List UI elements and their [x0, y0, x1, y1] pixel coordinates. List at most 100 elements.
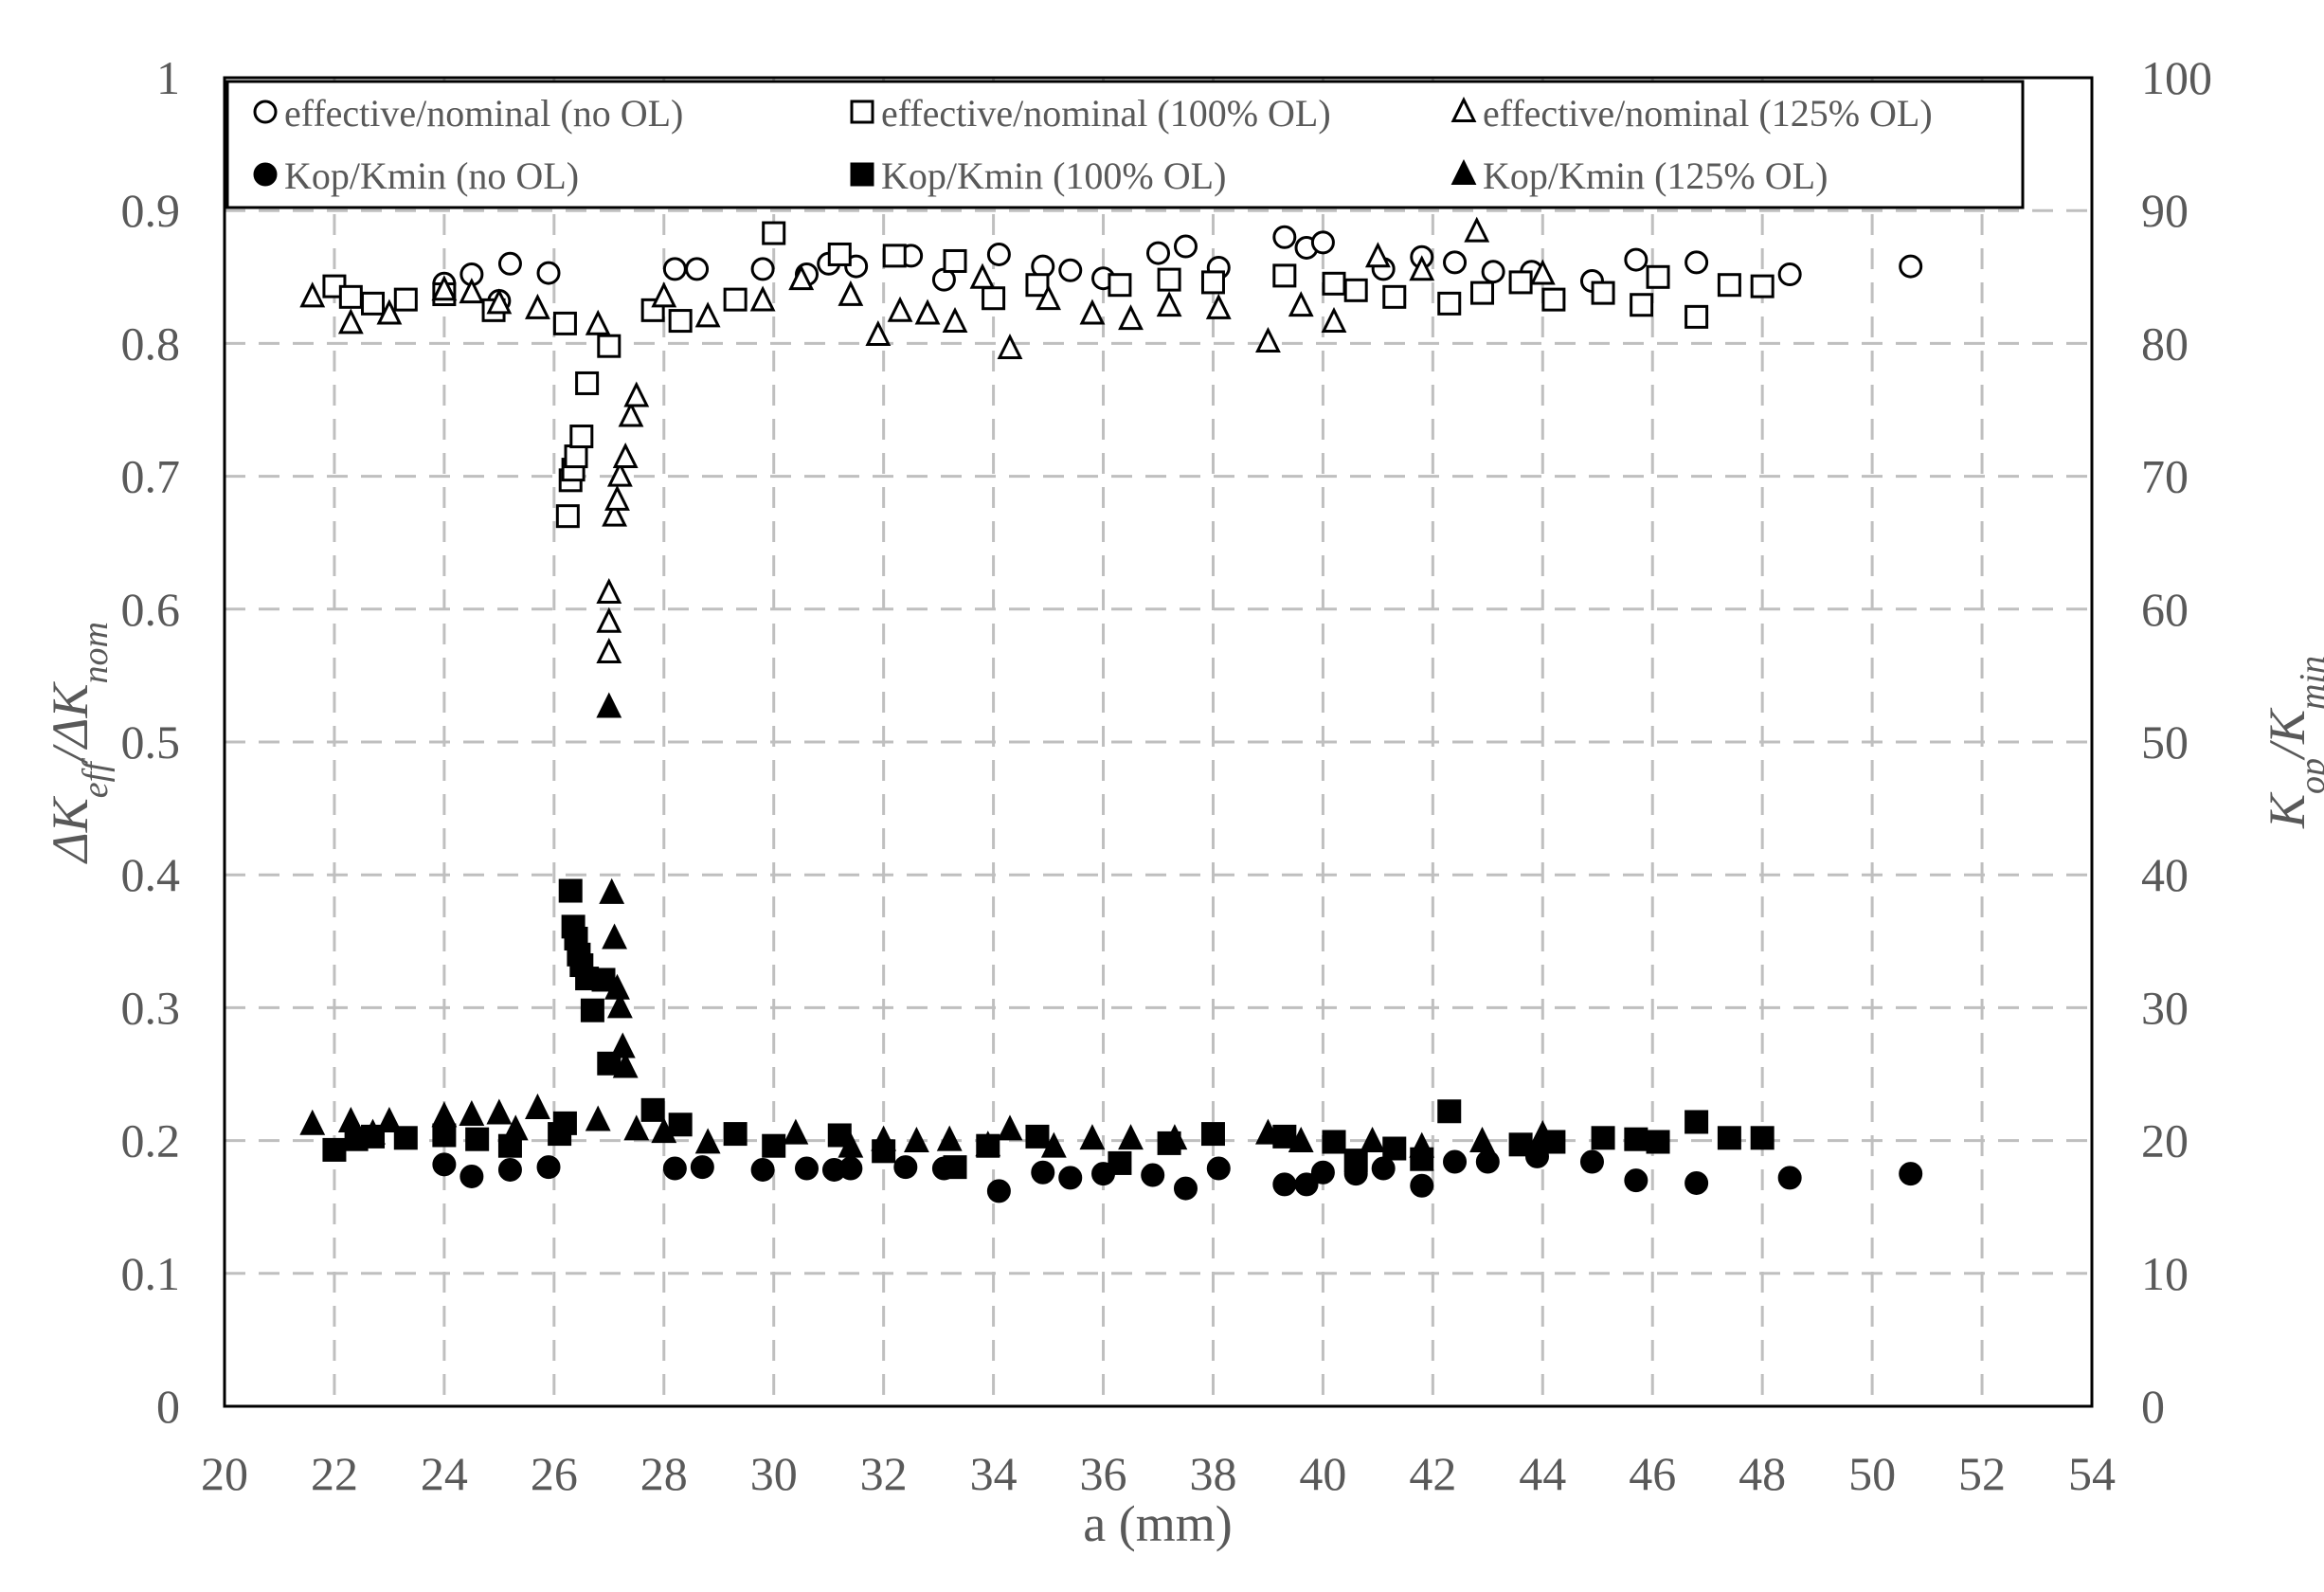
effective-nominal-triangle-point: [337, 308, 364, 335]
effective-nominal-square-point: [555, 504, 580, 529]
kop-kmin-circle-point: [1684, 1170, 1709, 1195]
x-tick-label: 50: [1848, 1447, 1896, 1500]
effective-nominal-triangle-point: [596, 638, 622, 664]
effective-nominal-circle-point: [1899, 254, 1923, 279]
effective-nominal-triangle-point: [604, 484, 630, 511]
effective-nominal-triangle-point: [596, 577, 622, 604]
y-left-tick-label: 0.3: [121, 981, 181, 1034]
kop-kmin-square-point: [1624, 1127, 1648, 1151]
effective-nominal-circle-point: [1777, 262, 1802, 286]
x-tick-label: 36: [1080, 1447, 1127, 1500]
x-tick-label: 54: [2068, 1447, 2116, 1500]
y-right-tick-label: 40: [2141, 848, 2189, 901]
effective-nominal-triangle-point: [606, 461, 633, 487]
effective-nominal-circle-point: [1146, 241, 1170, 265]
x-tick-label: 28: [640, 1447, 688, 1500]
y-right-tick-label: 70: [2141, 450, 2189, 503]
effective-nominal-triangle-point: [299, 281, 326, 308]
y-axis-left-label: ΔKeff/ΔKnom: [42, 622, 116, 864]
kop-kmin-circle-point: [1443, 1149, 1468, 1174]
kop-kmin-triangle-point: [1040, 1131, 1067, 1158]
kop-kmin-triangle-point: [337, 1106, 364, 1132]
effective-nominal-triangle-point: [602, 500, 628, 527]
effective-nominal-circle-point: [1058, 258, 1083, 282]
legend-marker-square: [850, 100, 874, 124]
y-left-tick-label: 1: [156, 51, 180, 104]
y-right-tick-label: 20: [2141, 1114, 2189, 1167]
effective-nominal-square-point: [597, 334, 622, 358]
kop-kmin-circle-point: [1031, 1160, 1055, 1185]
kop-kmin-circle-point: [1475, 1149, 1500, 1174]
kop-kmin-circle-point: [536, 1155, 561, 1180]
kop-kmin-square-point: [1591, 1126, 1615, 1150]
effective-nominal-square-point: [1025, 273, 1050, 298]
effective-nominal-triangle-point: [694, 301, 721, 328]
effective-nominal-square-point: [1437, 291, 1462, 316]
legend-item: Kop/Kmin (100% OL): [850, 154, 1226, 197]
effective-nominal-circle-point: [662, 257, 687, 281]
axis-ticks: 20 22 24 26 28 30 32 34 36 38 40 42 44 46 48 50 52 54 0 0.1…: [121, 51, 2213, 1500]
effective-nominal-square-point: [1470, 280, 1495, 305]
kop-kmin-square-point: [762, 1133, 786, 1158]
kop-kmin-square-point: [591, 968, 616, 992]
effective-nominal-square-point: [1591, 280, 1615, 305]
y-left-tick-label: 0.1: [121, 1247, 181, 1300]
effective-nominal-triangle-point: [1529, 259, 1556, 285]
effective-nominal-triangle-point: [618, 401, 644, 427]
effective-nominal-triangle-point: [838, 280, 864, 306]
kop-kmin-square-point: [465, 1127, 490, 1151]
series-5: [299, 692, 1556, 1158]
legend-item: effective/nominal (no OL): [253, 92, 683, 135]
kop-kmin-circle-point: [1624, 1168, 1648, 1193]
x-tick-label: 48: [1738, 1447, 1786, 1500]
legend-item: effective/nominal (100% OL): [850, 92, 1331, 135]
effective-nominal-square-point: [762, 221, 786, 245]
x-tick-label: 52: [1958, 1447, 2006, 1500]
effective-nominal-triangle-point: [914, 298, 941, 325]
kop-kmin-circle-point: [794, 1156, 819, 1181]
legend-marker-circle: [253, 162, 278, 187]
y-left-tick-label: 0.5: [121, 715, 181, 769]
effective-nominal-circle-point: [497, 251, 522, 276]
effective-nominal-triangle-point: [1321, 306, 1347, 333]
data-points: [299, 216, 1923, 1203]
effective-nominal-triangle-point: [585, 309, 611, 335]
kop-kmin-square-point: [1717, 1126, 1741, 1150]
series-4: [322, 878, 1775, 1180]
kop-kmin-circle-point: [1777, 1166, 1802, 1190]
effective-nominal-triangle-point: [1288, 291, 1314, 317]
kop-kmin-circle-point: [1579, 1149, 1604, 1174]
effective-nominal-square-point: [1630, 293, 1654, 317]
effective-nominal-square-point: [1382, 284, 1407, 309]
effective-nominal-triangle-point: [1464, 216, 1490, 243]
effective-nominal-triangle-point: [788, 264, 815, 291]
kop-kmin-square-point: [1437, 1099, 1462, 1124]
kop-kmin-square-point: [640, 1097, 665, 1122]
kop-kmin-circle-point: [690, 1155, 714, 1180]
legend-item: Kop/Kmin (no OL): [253, 154, 579, 197]
effective-nominal-circle-point: [986, 242, 1011, 266]
x-tick-label: 34: [970, 1447, 1018, 1500]
kop-kmin-triangle-point: [502, 1114, 529, 1141]
kop-kmin-circle-point: [1173, 1176, 1198, 1201]
kop-kmin-triangle-point: [606, 992, 633, 1019]
effective-nominal-square-point: [1272, 263, 1297, 288]
effective-nominal-triangle-point: [1255, 326, 1281, 353]
kop-kmin-triangle-point: [838, 1131, 864, 1158]
effective-nominal-square-point: [723, 287, 748, 312]
effective-nominal-square-point: [1646, 264, 1670, 289]
kop-kmin-triangle-point: [486, 1098, 513, 1125]
kop-kmin-square-point: [393, 1126, 418, 1150]
effective-nominal-triangle-point: [1036, 284, 1061, 311]
y-right-tick-label: 30: [2141, 981, 2189, 1034]
effective-nominal-square-point: [882, 244, 907, 268]
x-tick-label: 38: [1189, 1447, 1236, 1500]
effective-nominal-triangle-point: [623, 381, 650, 407]
kop-kmin-triangle-point: [975, 1131, 1001, 1157]
kop-kmin-square-point: [1684, 1110, 1709, 1134]
effective-nominal-square-point: [552, 311, 577, 335]
legend-box: [225, 80, 2025, 209]
effective-nominal-triangle-point: [969, 262, 996, 289]
kop-kmin-triangle-point: [585, 1105, 611, 1131]
